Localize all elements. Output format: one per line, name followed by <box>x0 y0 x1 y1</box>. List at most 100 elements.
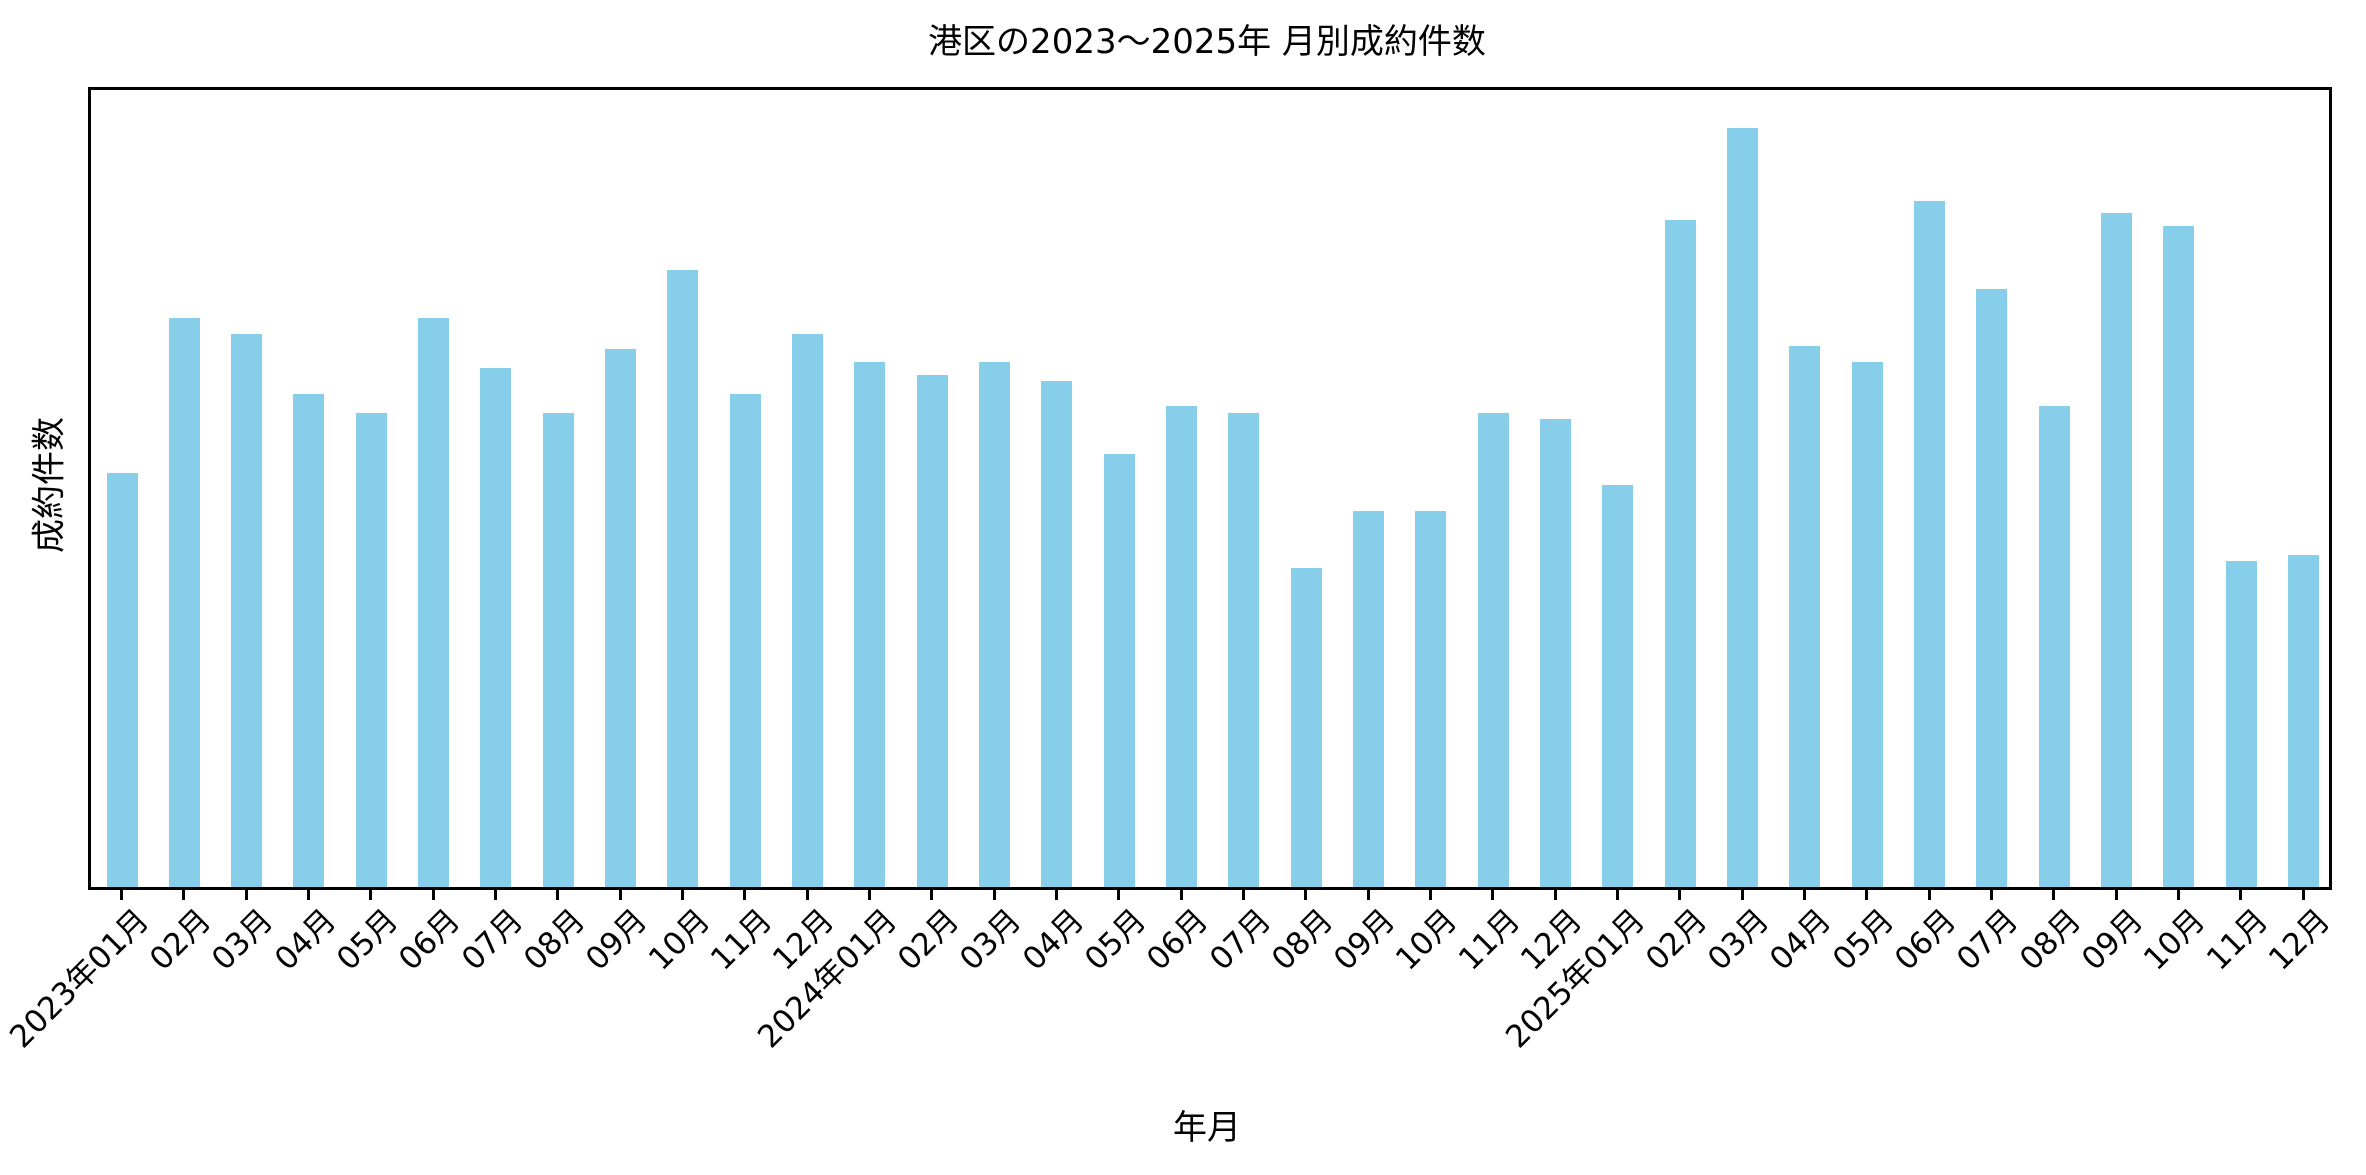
x-tick <box>556 887 560 900</box>
x-tick-label: 10月 <box>1389 902 1465 978</box>
bar <box>1103 454 1135 887</box>
x-tick <box>930 887 934 900</box>
x-tick-label: 03月 <box>205 902 281 978</box>
x-tick <box>306 887 310 900</box>
x-tick <box>1553 887 1557 900</box>
bar <box>729 394 761 887</box>
bar <box>605 349 637 887</box>
bar <box>1789 346 1821 887</box>
x-tick-label: 11月 <box>2199 902 2275 978</box>
x-tick-label: 04月 <box>267 902 343 978</box>
x-tick-label: 05月 <box>1077 902 1154 978</box>
x-tick <box>369 887 373 900</box>
x-tick-label: 2023年01月 <box>2 902 156 1056</box>
bar <box>1602 485 1634 887</box>
bar <box>1727 128 1759 887</box>
x-tick-label: 11月 <box>703 902 780 978</box>
x-tick-label: 06月 <box>392 902 468 978</box>
bar <box>1353 511 1385 887</box>
x-tick <box>1802 887 1806 900</box>
x-tick <box>992 887 996 900</box>
bar <box>2288 555 2320 887</box>
x-tick-label: 08月 <box>516 902 593 978</box>
x-tick-label: 07月 <box>454 902 530 978</box>
bar <box>355 413 387 887</box>
x-tick-label: 04月 <box>1763 902 1839 978</box>
x-tick <box>618 887 622 900</box>
x-tick <box>1491 887 1495 900</box>
x-tick <box>743 887 747 900</box>
x-tick-label: 03月 <box>1701 902 1777 978</box>
bar <box>168 318 200 887</box>
bar <box>2225 561 2257 887</box>
x-tick-label: 07月 <box>1202 902 1278 978</box>
x-tick <box>1241 887 1245 900</box>
bar <box>979 362 1011 887</box>
x-tick <box>1054 887 1058 900</box>
x-tick <box>1179 887 1183 900</box>
bar <box>667 270 699 887</box>
x-tick-label: 10月 <box>641 902 717 978</box>
x-tick <box>1615 887 1619 900</box>
bar <box>916 375 948 887</box>
x-tick-label: 02月 <box>1638 902 1714 978</box>
bar <box>854 362 886 887</box>
y-axis-label: 成約件数 <box>29 417 70 553</box>
bar <box>1976 289 2008 887</box>
bar <box>1540 419 1572 887</box>
x-tick <box>120 887 123 900</box>
bar <box>2101 213 2133 887</box>
bar <box>1166 406 1198 887</box>
bar <box>542 413 574 887</box>
x-axis-label: 年月 <box>1173 1108 1241 1148</box>
bar <box>1914 201 1946 887</box>
x-tick <box>244 887 248 900</box>
bar <box>480 368 512 887</box>
bar <box>1851 362 1883 887</box>
x-tick-label: 08月 <box>1264 902 1341 978</box>
x-tick-label: 03月 <box>953 902 1029 978</box>
x-tick-label: 09月 <box>579 902 655 978</box>
x-tick <box>431 887 435 900</box>
x-tick <box>2114 887 2118 900</box>
x-tick-label: 06月 <box>1140 902 1216 978</box>
chart-title: 港区の2023〜2025年 月別成約件数 <box>928 22 1486 62</box>
x-tick <box>1927 887 1931 900</box>
x-tick-label: 09月 <box>1327 902 1403 978</box>
bar <box>2038 406 2070 887</box>
x-tick <box>2176 887 2180 900</box>
x-tick <box>1117 887 1121 900</box>
x-tick <box>1865 887 1869 900</box>
bar <box>231 334 263 887</box>
x-tick-label: 08月 <box>2012 902 2088 978</box>
bar <box>106 473 138 887</box>
bar <box>1477 413 1509 887</box>
bar <box>1290 568 1322 887</box>
bar <box>418 318 450 887</box>
x-tick <box>493 887 497 900</box>
x-tick <box>805 887 809 900</box>
x-tick <box>1740 887 1744 900</box>
x-tick-label: 11月 <box>1451 902 1528 978</box>
bar <box>293 394 325 887</box>
bar <box>1041 381 1073 887</box>
x-tick-label: 07月 <box>1950 902 2026 978</box>
bar <box>2163 226 2195 887</box>
bar <box>1415 511 1447 887</box>
x-tick <box>2239 887 2243 900</box>
x-tick <box>867 887 871 900</box>
x-tick-label: 05月 <box>1825 902 1901 978</box>
x-tick-label: 02月 <box>890 902 967 978</box>
x-tick <box>2052 887 2056 900</box>
x-tick-label: 10月 <box>2137 902 2213 978</box>
x-tick <box>1428 887 1432 900</box>
plot-area <box>88 87 2332 890</box>
x-tick <box>1678 887 1682 900</box>
bar <box>1228 413 1260 887</box>
x-tick <box>1366 887 1370 900</box>
bar <box>792 334 824 887</box>
x-tick-label: 12月 <box>2262 902 2338 978</box>
bar <box>1664 220 1696 887</box>
x-tick <box>1989 887 1993 900</box>
